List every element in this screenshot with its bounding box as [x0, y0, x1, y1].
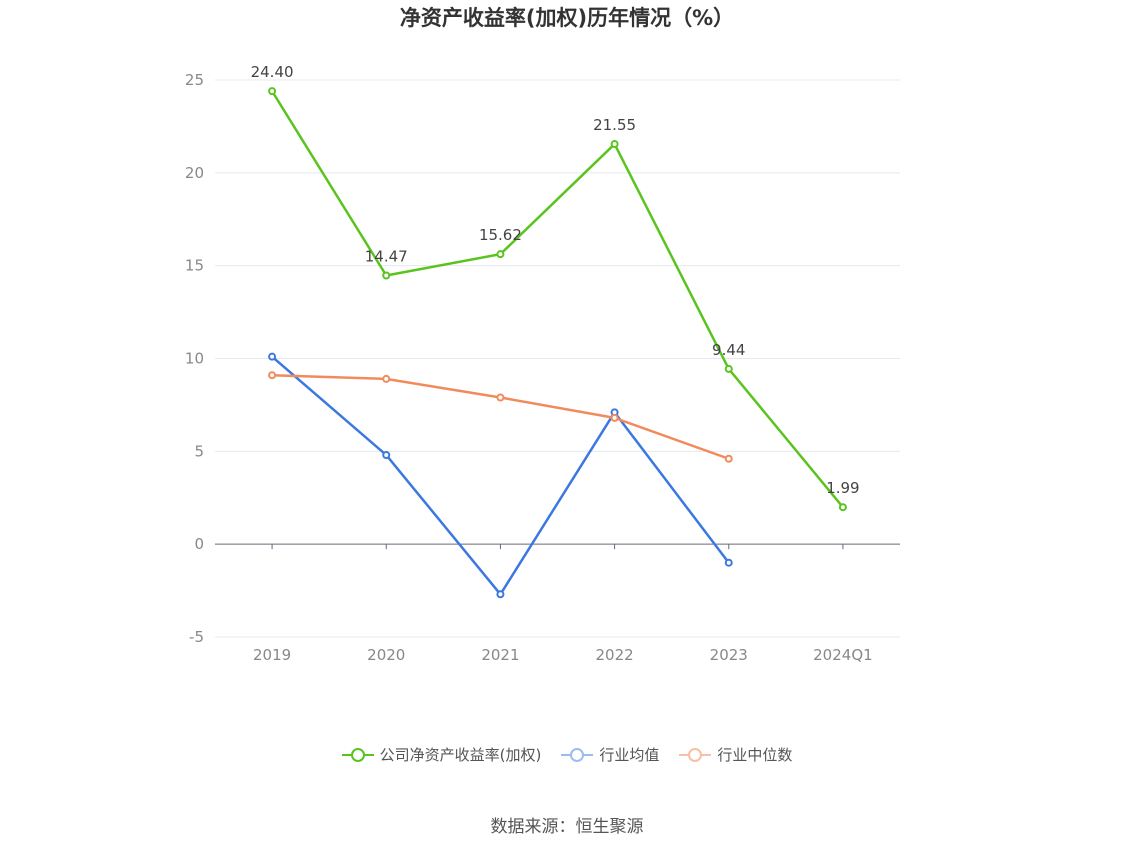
data-point — [724, 364, 733, 373]
x-tick-label: 2020 — [367, 646, 405, 664]
data-label: 14.47 — [365, 248, 408, 266]
y-tick-label: 15 — [185, 257, 204, 275]
data-label: 15.62 — [479, 226, 522, 244]
data-point — [610, 413, 619, 422]
data-point — [724, 558, 733, 567]
y-tick-label: -5 — [189, 628, 204, 646]
data-point — [724, 454, 733, 463]
legend-line-icon — [341, 747, 374, 763]
data-point — [268, 371, 277, 380]
x-tick-label: 2023 — [710, 646, 748, 664]
y-tick-label: 20 — [185, 164, 204, 182]
legend-item-industry-mean[interactable]: 行业均值 — [561, 744, 659, 765]
legend-label: 公司净资产收益率(加权) — [379, 746, 542, 764]
legend-label: 行业均值 — [599, 746, 660, 764]
data-point — [610, 140, 619, 149]
data-point — [382, 374, 391, 383]
data-point — [496, 590, 505, 599]
data-point — [496, 250, 505, 259]
x-tick-label: 2019 — [253, 646, 291, 664]
y-tick-label: 10 — [185, 350, 204, 368]
y-tick-label: 25 — [185, 71, 204, 89]
data-label: 21.55 — [593, 116, 636, 134]
data-point — [382, 271, 391, 280]
data-point — [268, 352, 277, 361]
legend-item-company[interactable]: 公司净资产收益率(加权) — [341, 744, 542, 765]
legend: 公司净资产收益率(加权) 行业均值 行业中位数 — [0, 744, 1134, 765]
data-source: 数据来源：恒生聚源 — [490, 817, 644, 837]
chart-title: 净资产收益率(加权)历年情况（%） — [399, 6, 735, 30]
x-tick-label: 2024Q1 — [813, 646, 873, 664]
data-point — [496, 393, 505, 402]
axis-layer: -5 0 5 10 15 20 25 2019 2020 2021 2022 2023 2024Q1 — [185, 71, 900, 664]
series-layer — [268, 87, 847, 599]
series-line — [271, 355, 730, 596]
series-line — [271, 90, 844, 509]
y-tick-label: 0 — [194, 535, 204, 553]
x-tick-label: 2021 — [481, 646, 519, 664]
x-tick-label: 2022 — [595, 646, 633, 664]
data-label: 24.40 — [251, 63, 294, 81]
data-point — [838, 503, 847, 512]
y-tick-label: 5 — [194, 442, 204, 460]
data-label: 1.99 — [826, 479, 859, 497]
grid-layer — [215, 79, 900, 638]
legend-item-industry-median[interactable]: 行业中位数 — [679, 744, 792, 765]
label-layer: 24.40 14.47 15.62 21.55 9.44 1.99 — [251, 63, 860, 497]
legend-line-icon — [679, 747, 712, 763]
data-point — [268, 87, 277, 96]
data-point — [382, 451, 391, 460]
data-label: 9.44 — [712, 341, 745, 359]
legend-label: 行业中位数 — [717, 746, 793, 764]
legend-line-icon — [561, 747, 594, 763]
